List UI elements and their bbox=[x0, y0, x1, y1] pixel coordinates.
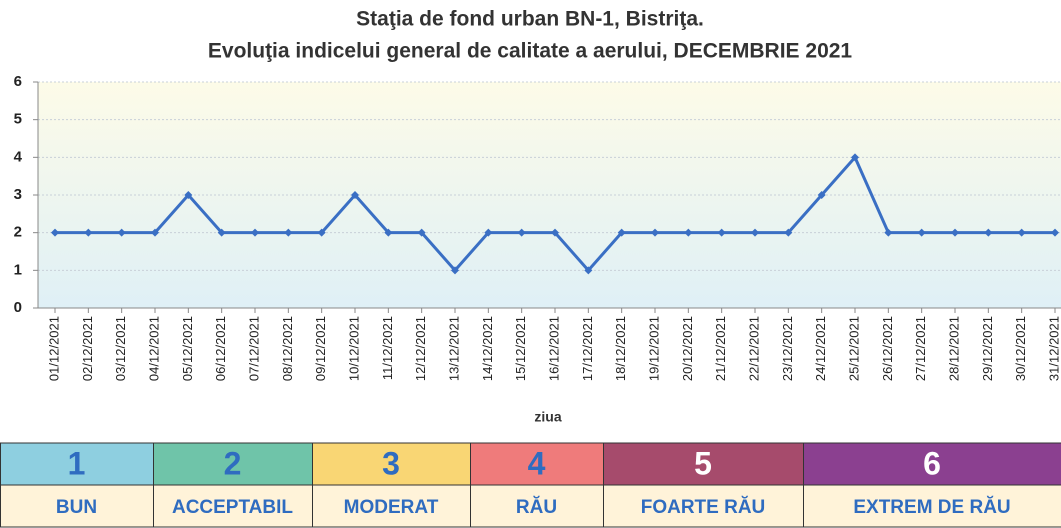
marker bbox=[517, 228, 526, 237]
x-tick-label: 09/12/2021 bbox=[313, 316, 328, 381]
marker bbox=[317, 228, 326, 237]
scale-label: ACCEPTABIL bbox=[172, 497, 293, 518]
marker bbox=[484, 228, 493, 237]
marker bbox=[417, 228, 426, 237]
marker bbox=[617, 228, 626, 237]
y-tick-label: 1 bbox=[14, 261, 22, 278]
marker bbox=[351, 191, 359, 199]
marker bbox=[717, 228, 726, 237]
x-tick-label: 12/12/2021 bbox=[413, 316, 428, 381]
x-tick-label: 04/12/2021 bbox=[146, 316, 161, 381]
y-tick-label: 5 bbox=[14, 111, 22, 128]
scale-value: 3 bbox=[382, 445, 400, 481]
x-tick-label: 23/12/2021 bbox=[780, 316, 795, 381]
marker bbox=[284, 228, 293, 237]
marker bbox=[884, 228, 893, 237]
x-tick-label: 24/12/2021 bbox=[813, 316, 828, 381]
marker bbox=[384, 228, 393, 237]
marker bbox=[551, 228, 559, 237]
marker bbox=[917, 228, 926, 237]
marker bbox=[651, 228, 659, 237]
scale-label: BUN bbox=[56, 497, 97, 518]
scale-value: 1 bbox=[68, 445, 86, 481]
y-tick-label: 6 bbox=[14, 73, 22, 90]
y-tick-label: 2 bbox=[14, 224, 22, 241]
y-tick-label: 0 bbox=[14, 299, 22, 316]
x-tick-label: 13/12/2021 bbox=[446, 316, 461, 381]
marker bbox=[51, 228, 59, 237]
marker bbox=[817, 191, 826, 199]
scale-label-cell bbox=[603, 484, 804, 528]
x-tick-label: 30/12/2021 bbox=[1013, 316, 1028, 381]
scale-cell bbox=[470, 442, 604, 486]
scale-label-cell bbox=[0, 484, 154, 528]
x-tick-label: 10/12/2021 bbox=[346, 316, 361, 381]
x-tick-label: 07/12/2021 bbox=[246, 316, 261, 381]
scale-label: FOARTE RĂU bbox=[641, 496, 766, 518]
x-tick-label: 01/12/2021 bbox=[46, 316, 61, 381]
x-axis-label: ziua bbox=[534, 409, 561, 425]
marker bbox=[217, 228, 226, 237]
x-tick-label: 16/12/2021 bbox=[546, 316, 561, 381]
x-tick-label: 02/12/2021 bbox=[80, 316, 95, 381]
marker bbox=[951, 228, 959, 237]
scale-label-cell bbox=[803, 484, 1061, 528]
y-tick-label: 3 bbox=[14, 186, 22, 203]
scale-label: MODERAT bbox=[344, 497, 439, 518]
x-tick-label: 21/12/2021 bbox=[713, 316, 728, 381]
scale-label: EXTREM DE RĂU bbox=[853, 496, 1010, 518]
x-tick-label: 03/12/2021 bbox=[113, 316, 128, 381]
marker bbox=[117, 228, 126, 237]
marker bbox=[584, 266, 593, 275]
x-tick-label: 22/12/2021 bbox=[746, 316, 761, 381]
scale-cell bbox=[603, 442, 804, 486]
marker bbox=[851, 153, 859, 162]
x-tick-label: 05/12/2021 bbox=[180, 316, 195, 381]
scale-label-cell bbox=[153, 484, 313, 528]
marker bbox=[751, 228, 759, 237]
marker bbox=[784, 228, 793, 237]
x-tick-label: 08/12/2021 bbox=[280, 316, 295, 381]
marker bbox=[984, 228, 993, 237]
marker bbox=[184, 191, 193, 199]
x-tick-label: 25/12/2021 bbox=[846, 316, 861, 381]
x-tick-label: 15/12/2021 bbox=[513, 316, 528, 381]
chart-title: Staţia de fond urban BN-1, Bistriţa. bbox=[356, 8, 704, 31]
x-tick-label: 17/12/2021 bbox=[580, 316, 595, 381]
x-tick-label: 29/12/2021 bbox=[980, 316, 995, 381]
scale-value: 2 bbox=[224, 445, 242, 481]
scale-value: 4 bbox=[528, 445, 546, 481]
scale-label: RĂU bbox=[516, 496, 557, 518]
scale-label-cell bbox=[470, 484, 604, 528]
marker bbox=[251, 228, 259, 237]
x-tick-label: 26/12/2021 bbox=[880, 316, 895, 381]
x-tick-label: 20/12/2021 bbox=[680, 316, 695, 381]
marker bbox=[451, 266, 459, 275]
scale-value: 5 bbox=[694, 445, 712, 481]
x-tick-label: 28/12/2021 bbox=[946, 316, 961, 381]
x-tick-label: 18/12/2021 bbox=[613, 316, 628, 381]
marker bbox=[684, 228, 693, 237]
chart-subtitle: Evoluţia indicelui general de calitate a… bbox=[208, 40, 853, 63]
x-tick-label: 31/12/2021 bbox=[1046, 316, 1061, 381]
scale-value: 6 bbox=[923, 445, 941, 481]
x-tick-label: 14/12/2021 bbox=[480, 316, 495, 381]
y-tick-label: 4 bbox=[14, 148, 23, 165]
x-tick-label: 11/12/2021 bbox=[380, 316, 395, 380]
x-tick-label: 19/12/2021 bbox=[646, 316, 661, 381]
marker bbox=[84, 228, 93, 237]
x-tick-label: 06/12/2021 bbox=[213, 316, 228, 381]
scale-cell bbox=[0, 442, 154, 486]
marker bbox=[1051, 228, 1059, 237]
x-tick-label: 27/12/2021 bbox=[913, 316, 928, 381]
marker bbox=[151, 228, 159, 237]
marker bbox=[1017, 228, 1026, 237]
